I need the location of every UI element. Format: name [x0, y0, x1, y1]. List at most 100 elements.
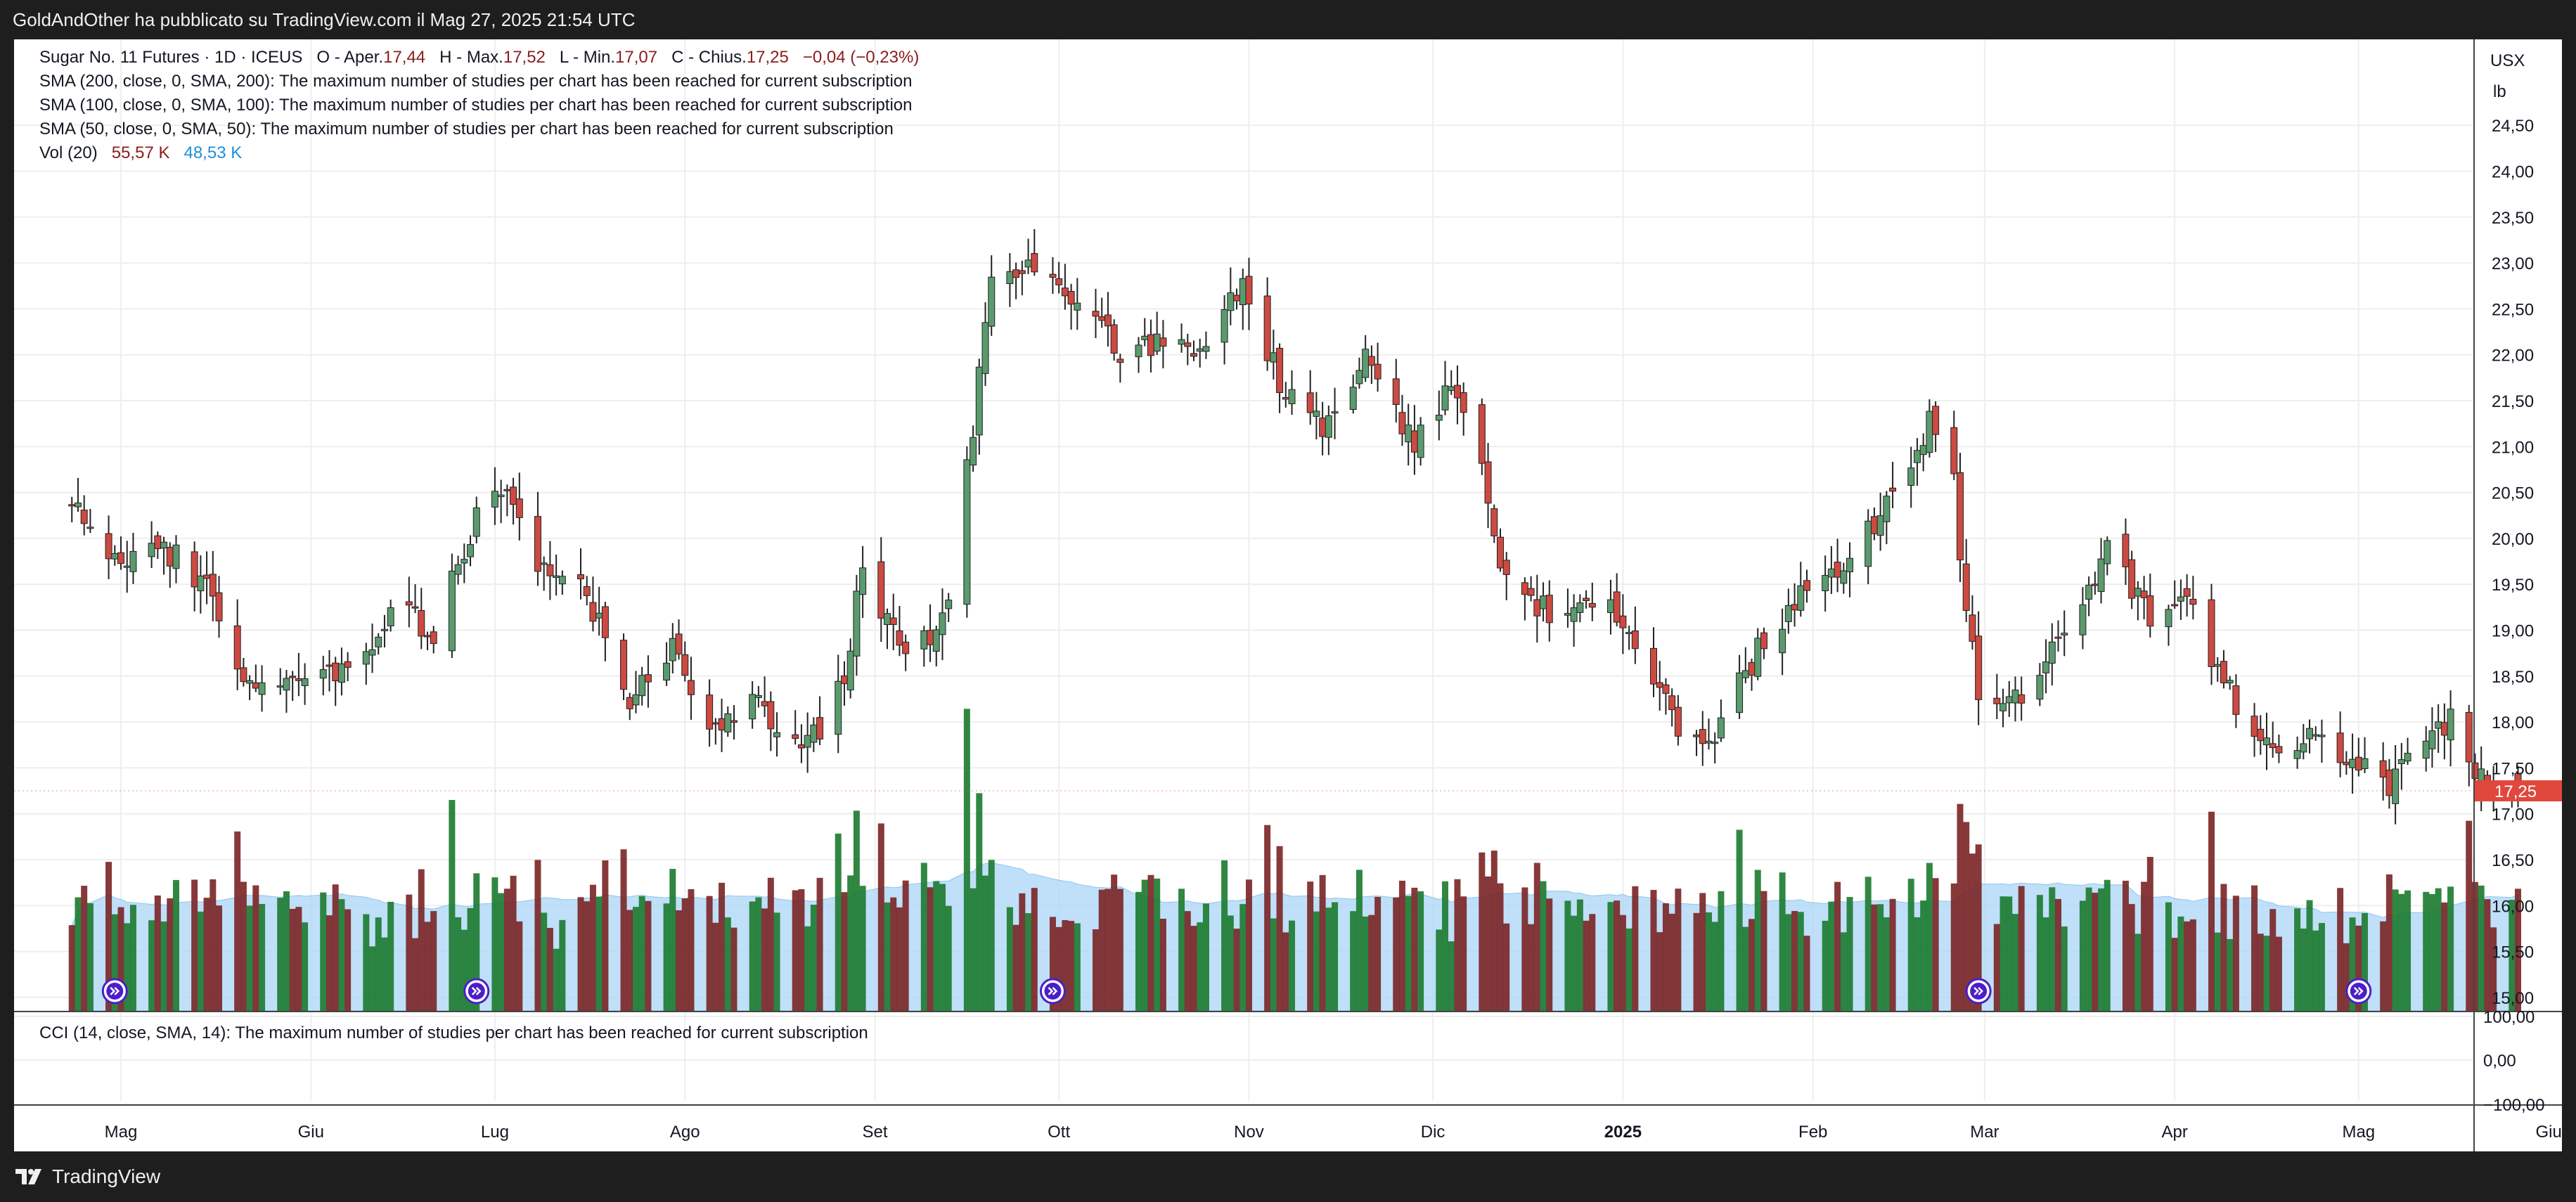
candle-body [546, 564, 554, 576]
volume-bar [1019, 893, 1026, 1011]
volume-legend[interactable]: Vol (20) 55,57 K 48,53 K [39, 143, 242, 163]
candle-body [644, 674, 652, 683]
cci-tick-label: −100,00 [2483, 1096, 2544, 1115]
symbol-legend: Sugar No. 11 Futures · 1D · ICEUS O - Ap… [39, 48, 919, 67]
candle-body [577, 574, 584, 580]
volume-bar [203, 898, 210, 1011]
volume-bar [1178, 888, 1185, 1011]
price-tick-label: 15,50 [2492, 943, 2534, 962]
volume-bar [816, 877, 823, 1011]
price-tick-label: 22,50 [2492, 300, 2534, 319]
volume-bar [105, 862, 112, 1011]
candle-body [515, 498, 523, 518]
volume-bar [2079, 900, 2086, 1011]
volume-bar [2509, 900, 2516, 1011]
candle-body [2054, 636, 2062, 639]
volume-bar [332, 884, 339, 1011]
sma50-legend[interactable]: SMA (50, close, 0, SMA, 50): The maximum… [39, 119, 894, 138]
candle-body [1668, 695, 1676, 711]
time-tick-label: Giu [298, 1123, 324, 1142]
tradingview-brand[interactable]: TradingView [14, 1161, 160, 1192]
candle-body [2220, 661, 2227, 684]
volume-bar [498, 893, 505, 1011]
volume-bar [1049, 917, 1056, 1011]
volume-bar [197, 911, 204, 1011]
candle-body [2134, 588, 2142, 597]
candle-body [2140, 590, 2148, 598]
candle-body [368, 649, 376, 656]
candle-body [932, 629, 940, 652]
cci-tick-label: 100,00 [2483, 1008, 2535, 1027]
candle-body [191, 551, 198, 588]
volume-bar [375, 917, 382, 1011]
candle-body [792, 734, 799, 739]
candle-body [1024, 259, 1032, 268]
candle-body [1999, 703, 2007, 711]
volume-bar [1116, 888, 1123, 1011]
candle-body [2404, 753, 2411, 762]
candle-body [981, 322, 989, 374]
volume-bar [2423, 891, 2430, 1011]
volume-bar [381, 937, 388, 1011]
price-tick-label: 22,00 [2492, 347, 2534, 366]
volume-bar [663, 903, 670, 1011]
volume-bar [1564, 900, 1571, 1011]
candle-body [467, 544, 475, 557]
candle-body [1410, 430, 1418, 453]
volume-bar [2055, 898, 2062, 1011]
sma200-legend[interactable]: SMA (200, close, 0, SMA, 200): The maxim… [39, 72, 913, 91]
candle-body [816, 717, 824, 739]
volume-bar [976, 793, 983, 1011]
candle-body [86, 526, 94, 529]
candle-body [129, 550, 137, 572]
volume-bar [877, 823, 884, 1011]
volume-bar [2257, 933, 2264, 1011]
candle-body [1055, 278, 1063, 285]
volume-bar [167, 898, 174, 1011]
volume-bar [1098, 889, 1105, 1011]
volume-bar [81, 886, 88, 1011]
candle-body [1754, 638, 1762, 677]
candle-body [1319, 418, 1327, 437]
volume-bar [1932, 878, 1939, 1011]
candle-body [632, 694, 640, 706]
candle-body [2269, 743, 2276, 749]
price-tick-label: 19,00 [2492, 622, 2534, 641]
sma100-legend[interactable]: SMA (100, close, 0, SMA, 100): The maxim… [39, 96, 913, 115]
candle-body [1876, 515, 1884, 536]
candle-body [1779, 628, 1786, 654]
candle-body [583, 586, 591, 596]
volume-bar [338, 899, 345, 1011]
candle-body [1846, 557, 1854, 573]
cci-legend[interactable]: CCI (14, close, SMA, 14): The maximum nu… [39, 1023, 868, 1042]
volume-bar [2227, 938, 2234, 1011]
volume-bar [1362, 916, 1369, 1011]
volume-bar [1865, 877, 1872, 1011]
candle-body [497, 494, 505, 498]
candle-body [2300, 743, 2307, 753]
candle-body [1650, 647, 1657, 685]
volume-bar [1202, 903, 1209, 1011]
candle-body [1699, 729, 1706, 744]
candle-body [2275, 746, 2283, 754]
volume-bar [210, 879, 217, 1011]
volume-bar [1528, 924, 1535, 1011]
price-chart[interactable]: 24,50 24,00 23,50 23,00 22,50 22,00 21,50 21,00… [14, 39, 2562, 1151]
candle-body [920, 630, 928, 650]
volume-bar [719, 882, 726, 1011]
candle-body [2349, 758, 2357, 768]
volume-bar [234, 831, 241, 1011]
candle-body [215, 592, 223, 621]
volume-bar [2380, 921, 2387, 1011]
candle-body [1349, 387, 1357, 410]
candle-body [2257, 728, 2265, 742]
candle-body [620, 640, 628, 690]
candle-body [1306, 392, 1314, 413]
volume-bar [461, 929, 468, 1011]
candle-body [2042, 661, 2050, 673]
candle-body [1190, 353, 1197, 357]
volume-bar [939, 884, 946, 1011]
candle-body [1159, 337, 1167, 347]
volume-bar [1779, 872, 1786, 1011]
candle-body [1135, 344, 1142, 358]
